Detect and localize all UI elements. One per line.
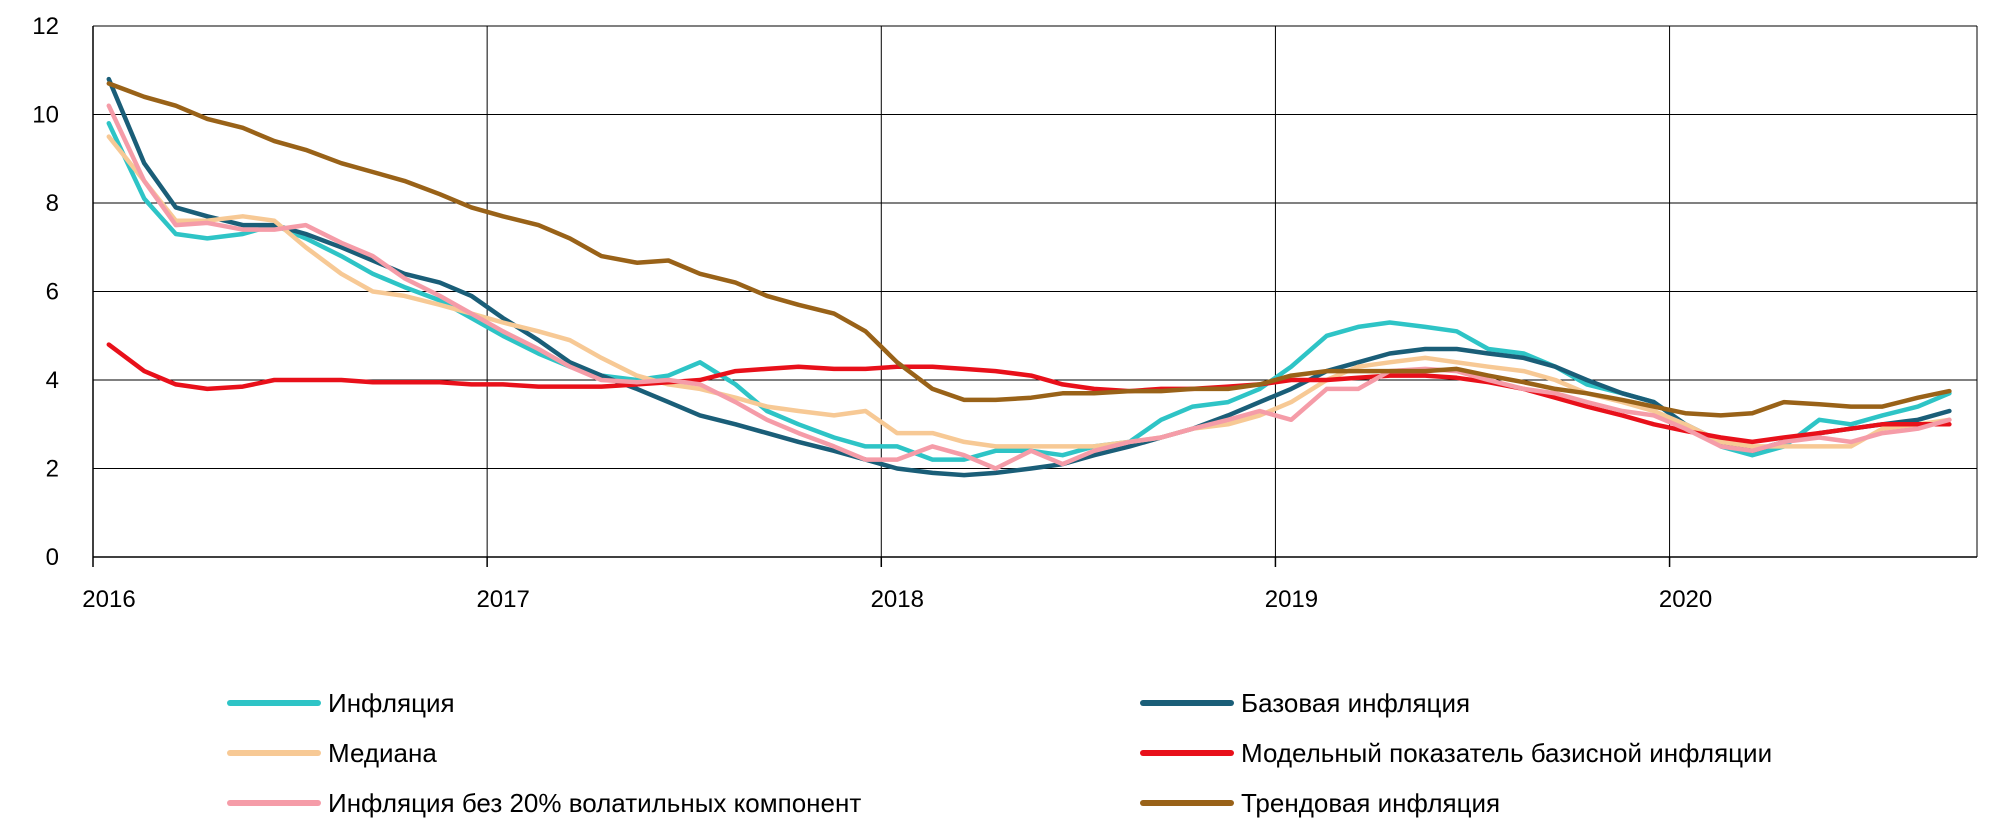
legend-label-3: Модельный показатель базисной инфляции (1241, 738, 1772, 768)
series-line-3 (106, 342, 1952, 445)
series-line-2 (106, 134, 1952, 449)
y-tick-label: 0 (46, 544, 59, 571)
legend-label-5: Трендовая инфляция (1241, 788, 1500, 818)
y-tick-label: 10 (32, 102, 59, 129)
legend-label-4: Инфляция без 20% волатильных компонент (328, 788, 861, 818)
y-tick-label: 12 (32, 13, 59, 40)
series-line-4 (106, 103, 1952, 471)
legend-label-2: Медиана (328, 738, 437, 768)
chart-tick-labels: 0 2 4 6 8 10 12 2016 2017 2018 2019 2020 (32, 13, 1712, 613)
x-tick-label: 2020 (1659, 586, 1712, 613)
series-line-5 (106, 81, 1952, 418)
x-tick-label: 2018 (871, 586, 924, 613)
legend-label-0: Инфляция (328, 688, 455, 718)
y-tick-label: 6 (46, 279, 59, 306)
y-tick-label: 8 (46, 190, 59, 217)
x-tick-label: 2019 (1265, 586, 1318, 613)
chart-axes (92, 26, 1978, 567)
y-tick-label: 2 (46, 456, 59, 483)
x-tick-label: 2016 (82, 586, 135, 613)
series-line-1 (106, 76, 1952, 478)
x-tick-label: 2017 (476, 586, 529, 613)
y-tick-label: 4 (46, 367, 59, 394)
legend-label-1: Базовая инфляция (1241, 688, 1470, 718)
chart-series (106, 76, 1952, 478)
chart-legend: Инфляция Базовая инфляция Медиана Модельный… (227, 688, 1772, 818)
